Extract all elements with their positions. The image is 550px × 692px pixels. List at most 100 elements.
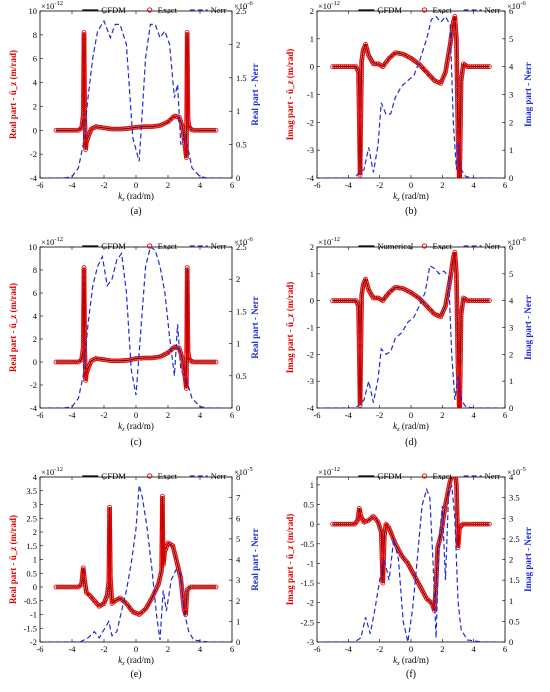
exact-point <box>428 74 433 79</box>
y-left-tick-label: 2 <box>33 527 37 537</box>
exact-point <box>425 304 431 310</box>
y-left-tick-label: 0 <box>310 296 314 306</box>
y-left-tick-label: 0 <box>33 357 37 367</box>
exact-point <box>185 349 191 355</box>
series-exact-markers <box>330 467 492 613</box>
exact-point <box>95 602 101 608</box>
plot-frame <box>316 476 506 643</box>
exact-point <box>458 178 462 182</box>
legend-swatch-marker <box>421 7 428 13</box>
exact-point <box>419 64 424 70</box>
y-left-tick-label: -2 <box>30 380 37 390</box>
series-exact-markers <box>330 249 492 419</box>
series-nerr-line <box>48 19 224 178</box>
x-tick-label: 4 <box>198 644 203 654</box>
x-tick-label: 2 <box>440 410 444 420</box>
x-tick-label: -2 <box>100 180 107 190</box>
exact-point <box>213 584 219 590</box>
y-left-tick-label: 2 <box>33 334 37 344</box>
x-tick-label: -2 <box>376 180 383 190</box>
y-right-tick-label: 2 <box>509 117 513 127</box>
y-right-tick-label: 0.5 <box>236 140 247 150</box>
y-right-tick-label: 4 <box>236 555 241 565</box>
exact-point <box>453 467 457 471</box>
y-right-tick-label: 1 <box>236 339 240 349</box>
x-tick-label: 2 <box>440 644 444 654</box>
y-left-tick-label: 3.5 <box>26 486 37 496</box>
y-left-tick-label: -2 <box>30 149 37 159</box>
y-right-tick-label: 8 <box>236 472 240 482</box>
series-exact-markers <box>53 30 219 161</box>
y-left-tick-label: 4 <box>33 472 38 482</box>
x-tick-label: 4 <box>472 644 477 654</box>
y-left-tick-label: -1 <box>307 90 314 100</box>
y-right-tick-label: 3 <box>509 90 513 100</box>
exact-point <box>211 127 217 133</box>
y-right-tick-label: 3 <box>236 575 240 585</box>
legend-label-2: Exact <box>158 471 178 481</box>
series-gfdm-line <box>56 267 216 389</box>
x-axis-label: kz (rad/m) <box>393 655 429 667</box>
exact-point <box>447 480 453 486</box>
y-left-tick-label: 1 <box>310 34 314 44</box>
exact-point <box>370 61 376 67</box>
x-axis-label: kz (rad/m) <box>393 421 429 433</box>
x-tick-label: 6 <box>503 180 507 190</box>
exact-point <box>185 348 191 353</box>
y-right-tick-label: 0 <box>236 637 240 647</box>
plot-frame <box>39 10 233 179</box>
y-right-tick-label: 1.5 <box>236 73 247 83</box>
chart-panel-f: -6 -4 -2 0 2 4 6 -3 -2.5 -2 -1.5 -1 -0.5 0 0.5 1 0 0.5 1 1.… <box>285 466 533 667</box>
exact-point <box>453 469 457 473</box>
legend-label-3: Nerr <box>211 5 227 15</box>
plot-area <box>324 467 498 642</box>
plot-area <box>48 247 224 408</box>
legend-label-1: GFDM <box>101 5 126 15</box>
exact-point <box>451 471 455 475</box>
x-tick-label: -4 <box>68 410 76 420</box>
y-left-tick-label: 3 <box>33 500 37 510</box>
exact-point <box>458 415 462 419</box>
y-right-tick-label: 2 <box>236 274 240 284</box>
y-left-tick-label: 8 <box>33 30 37 40</box>
y-right-tick-label: 0.5 <box>509 616 520 626</box>
x-tick-label: -6 <box>313 180 320 190</box>
panel-label: (a) <box>130 206 141 217</box>
y-right-tick-label: 4 <box>509 296 514 306</box>
y-right-tick-label: 2 <box>509 555 513 565</box>
x-tick-label: -2 <box>376 644 383 654</box>
legend-label-2: Exact <box>433 241 453 251</box>
exact-point <box>83 141 89 147</box>
y-left-axis-label: Real part - ũ_z (m/rad) <box>8 515 18 604</box>
exact-point <box>372 295 378 301</box>
plot-frame <box>39 476 233 643</box>
exact-point <box>370 295 376 301</box>
y-right-tick-label: 0 <box>236 173 240 183</box>
exact-point <box>453 471 457 475</box>
exact-point <box>185 351 191 357</box>
exact-point <box>83 377 88 383</box>
y-right-tick-label: 6 <box>509 242 513 252</box>
y-right-axis-label: Imag part - Nerr <box>523 527 533 592</box>
exact-point <box>443 502 448 507</box>
y-left-tick-label: 8 <box>33 265 37 275</box>
x-tick-label: 2 <box>440 180 444 190</box>
y-right-tick-label: 5 <box>509 269 513 279</box>
y-right-tick-label: 7 <box>236 493 240 503</box>
exact-point <box>484 521 490 527</box>
y-left-axis-label: Real part - ũ_z (m/rad) <box>8 50 18 139</box>
exact-point <box>372 61 378 67</box>
y-right-tick-label: 2.5 <box>509 534 520 544</box>
legend-label-2: Exact <box>158 241 178 251</box>
legend: GFDM Exact Nerr <box>82 241 227 251</box>
right-exponent-label: ×10-6 <box>234 236 253 247</box>
exact-point <box>211 584 217 590</box>
y-left-tick-label: -1.5 <box>301 578 314 588</box>
x-tick-label: 0 <box>134 410 138 420</box>
y-right-axis-label: Real part - Nerr <box>250 528 260 590</box>
y-left-tick-label: 2 <box>310 6 314 16</box>
x-tick-label: 4 <box>198 180 203 190</box>
y-right-tick-label: 2 <box>509 349 513 359</box>
